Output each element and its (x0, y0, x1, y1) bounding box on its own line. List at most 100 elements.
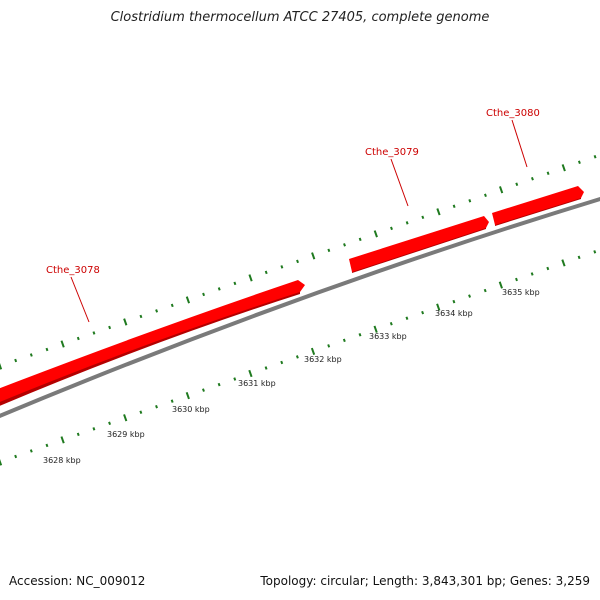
scale-label: 3630 kbp (172, 405, 210, 414)
outer-tick (373, 230, 378, 238)
outer-tick (76, 336, 80, 341)
inner-tick (452, 299, 456, 304)
inner-tick (155, 404, 158, 409)
inner-tick (170, 399, 174, 403)
inner-tick (515, 277, 518, 282)
inner-tick (14, 454, 18, 459)
inner-tick (468, 294, 471, 298)
inner-tick (108, 421, 112, 426)
inner-tick (280, 360, 284, 365)
outer-tick (248, 274, 253, 282)
inner-tick (389, 321, 393, 326)
outer-tick (561, 164, 566, 172)
outer-tick (343, 243, 346, 247)
genome-backbone (0, 196, 600, 418)
inner-tick (436, 303, 441, 311)
gene-label: Cthe_3079 (365, 147, 419, 158)
outer-tick (123, 318, 128, 326)
gene-leader-line (390, 158, 409, 207)
inner-tick (421, 310, 425, 315)
inner-tick (217, 382, 221, 387)
inner-tick (264, 366, 268, 370)
outer-tick-track (0, 154, 597, 370)
outer-tick (530, 177, 534, 181)
inner-tick (92, 427, 96, 431)
inner-tick (29, 449, 33, 453)
outer-tick (436, 208, 441, 216)
inner-tick (327, 344, 331, 348)
genome-title: Clostridium thermocellum ATCC 27405, com… (110, 10, 490, 25)
gene-leader-line (511, 119, 528, 168)
outer-tick (311, 252, 316, 260)
outer-tick (593, 154, 597, 159)
inner-tick (45, 443, 49, 448)
inner-tick (310, 347, 316, 356)
outer-tick (217, 287, 221, 291)
gene-arrow (492, 186, 584, 225)
scale-label: 3629 kbp (107, 430, 145, 439)
inner-tick (248, 369, 253, 378)
inner-tick (546, 266, 550, 271)
outer-tick (358, 237, 362, 242)
scale-label: 3633 kbp (369, 332, 407, 341)
inner-tick (123, 414, 128, 422)
outer-tick (280, 265, 284, 269)
inner-tick (76, 432, 80, 437)
inner-tick (185, 392, 190, 400)
outer-tick (185, 296, 191, 304)
outer-tick (264, 270, 268, 275)
inner-tick (373, 325, 378, 333)
inner-tick (498, 281, 503, 289)
scale-label: 3632 kbp (304, 355, 342, 364)
outer-tick (515, 182, 519, 187)
scale-label: 3635 kbp (502, 288, 540, 297)
gene-leader-line (70, 276, 90, 323)
inner-tick (202, 388, 205, 392)
outer-tick (405, 221, 409, 225)
inner-tick (577, 255, 581, 260)
outer-tick (60, 340, 65, 348)
outer-tick (499, 186, 504, 194)
accession-text: Accession: NC_009012 (9, 574, 146, 588)
inner-tick (139, 410, 143, 414)
gene-label-group: Cthe_3078 Cthe_3079 Cthe_3080 (46, 108, 540, 323)
outer-tick (92, 331, 96, 335)
gene-label: Cthe_3078 (46, 265, 100, 276)
scale-label: 3634 kbp (435, 309, 473, 318)
outer-tick (45, 347, 49, 352)
inner-tick (233, 377, 237, 381)
scale-label-group: 3628 kbp 3629 kbp 3630 kbp 3631 kbp 3632 kbp… (43, 288, 540, 465)
outer-tick (0, 362, 3, 370)
scale-label: 3631 kbp (238, 379, 276, 388)
scale-label: 3628 kbp (43, 456, 81, 465)
inner-tick (342, 338, 346, 343)
inner-tick (405, 316, 409, 320)
gene-arrow-shade (0, 290, 300, 406)
inner-tick (60, 436, 65, 444)
gene-arrow (0, 280, 305, 402)
inner-tick (561, 259, 566, 267)
gene-label: Cthe_3080 (486, 108, 540, 119)
outer-tick (484, 193, 487, 198)
genome-summary-text: Topology: circular; Length: 3,843,301 bp… (260, 574, 590, 588)
outer-tick (327, 248, 331, 253)
outer-tick (202, 292, 206, 297)
outer-tick (170, 303, 174, 308)
outer-tick (29, 353, 33, 357)
outer-tick (390, 226, 393, 231)
outer-tick (296, 259, 299, 264)
gene-arrow (349, 216, 489, 272)
inner-tick-track (0, 250, 597, 466)
outer-tick (108, 325, 112, 330)
outer-tick (468, 199, 472, 203)
inner-tick (530, 272, 534, 276)
outer-tick (421, 215, 425, 220)
outer-tick (14, 358, 18, 363)
outer-tick (452, 204, 456, 209)
outer-tick (546, 171, 550, 175)
outer-tick (139, 314, 143, 319)
inner-tick (593, 250, 597, 254)
inner-tick (358, 333, 362, 337)
outer-tick (577, 160, 581, 164)
